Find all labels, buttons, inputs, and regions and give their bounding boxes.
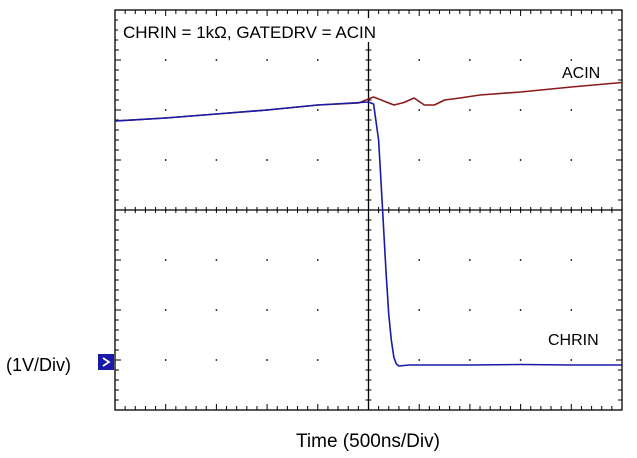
grid-dot: [519, 359, 522, 361]
grid-dot: [164, 59, 167, 61]
acin-series-label: ACIN: [562, 65, 600, 82]
grid-dot: [519, 59, 522, 61]
chrin-series-label: CHRIN: [548, 332, 599, 349]
title-background: [118, 18, 418, 42]
chrin-trace: [114, 101, 622, 367]
grid-dot: [570, 309, 573, 311]
grid-dot: [469, 259, 471, 261]
grid-dot: [469, 309, 471, 311]
grid-dot: [215, 159, 218, 161]
grid-dot: [164, 109, 167, 111]
grid-dot: [519, 159, 522, 161]
chart-title: CHRIN = 1kΩ, GATEDRV = ACIN: [123, 23, 376, 42]
grid-dot: [519, 259, 522, 261]
grid-dot: [316, 359, 319, 361]
grid-dot: [570, 109, 573, 111]
x-axis-label: Time (500ns/Div): [296, 431, 440, 452]
grid-dot: [266, 309, 268, 311]
grid-dot: [570, 59, 573, 61]
grid-dot: [469, 109, 471, 111]
grid-dot: [266, 259, 268, 261]
grid-dot: [418, 59, 421, 61]
grid-dot: [215, 109, 218, 111]
grid-dot: [316, 259, 319, 261]
grid-dot: [215, 259, 218, 261]
grid-dot: [316, 109, 319, 111]
grid-dot: [418, 259, 421, 261]
grid-dot: [316, 59, 319, 61]
grid-dot: [215, 359, 218, 361]
grid-dot: [570, 259, 573, 261]
axis-ticks: [115, 10, 622, 410]
grid-dot: [418, 309, 421, 311]
grid-dot: [266, 359, 268, 361]
grid-dot: [164, 309, 167, 311]
grid-dot: [215, 59, 218, 61]
y-axis-scale-label: (1V/Div): [6, 355, 71, 375]
grid-dot: [519, 109, 522, 111]
grid-dot: [164, 359, 167, 361]
grid-dot: [316, 309, 319, 311]
grid-dot: [418, 359, 421, 361]
grid-dot: [469, 159, 471, 161]
grid-dot: [418, 159, 421, 161]
ground-marker: [98, 354, 114, 370]
grid-dot: [418, 109, 421, 111]
grid-dot: [519, 309, 522, 311]
grid-dot: [570, 159, 573, 161]
grid-dot: [164, 159, 167, 161]
grid-dot: [164, 259, 167, 261]
grid-dot: [316, 159, 319, 161]
grid-dot: [469, 59, 471, 61]
grid-dot: [469, 359, 471, 361]
grid-dot: [215, 309, 218, 311]
grid-dot: [570, 359, 573, 361]
grid-dot: [266, 59, 268, 61]
grid-dot: [266, 159, 268, 161]
